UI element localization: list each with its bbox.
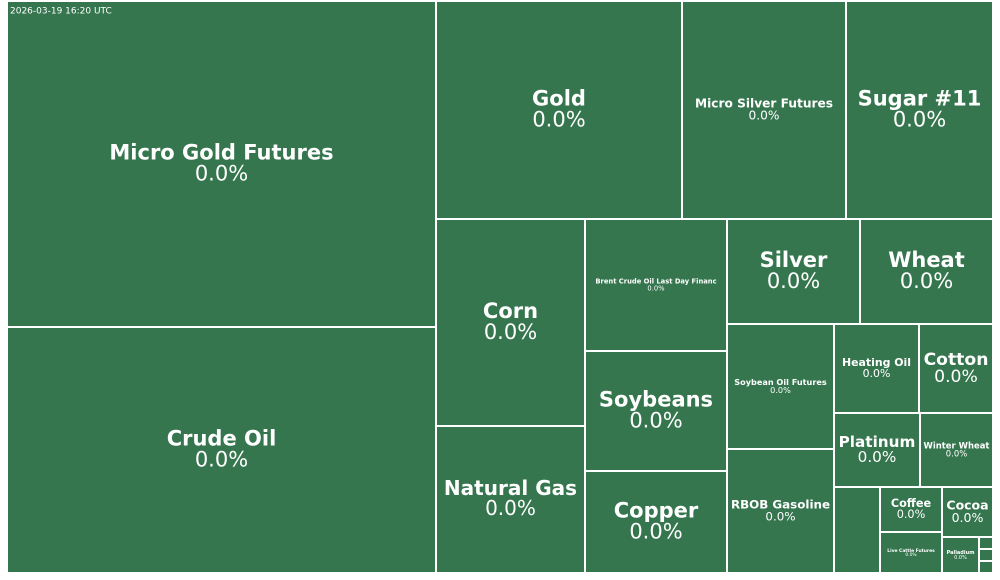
tile — [941, 486, 994, 538]
tile-change: 0.0% — [749, 109, 780, 123]
tile-label: Micro Silver Futures — [695, 96, 833, 110]
tile — [6, 0, 437, 328]
tile — [6, 326, 437, 574]
tile — [833, 486, 881, 574]
tile — [584, 350, 728, 472]
tile-label: Cocoa — [946, 497, 988, 512]
tile-change: 0.0% — [485, 496, 536, 520]
tile-change: 0.0% — [897, 508, 926, 521]
tile-label: Live Cattle Futures — [887, 548, 935, 554]
tile-label: Soybeans — [599, 388, 713, 412]
tile-change: 0.0% — [863, 367, 891, 380]
tile — [978, 548, 994, 562]
tile — [978, 536, 994, 550]
tile-change: 0.0% — [900, 269, 953, 293]
tile-change: 0.0% — [934, 367, 978, 387]
tile-change: 0.0% — [767, 269, 820, 293]
tile-label: Palladium — [947, 550, 975, 556]
tile-label: Copper — [614, 499, 699, 523]
tile-label: Soybean Oil Futures — [734, 377, 827, 387]
tile-label: RBOB Gasoline — [731, 498, 830, 512]
tile — [879, 486, 943, 533]
tile-label: Winter Wheat — [924, 440, 990, 450]
tile — [978, 560, 994, 574]
tile-change: 0.0% — [195, 448, 248, 472]
tile — [726, 218, 861, 325]
tile-change: 0.0% — [893, 108, 946, 132]
tile-change: 0.0% — [195, 162, 248, 186]
tile-change: 0.0% — [954, 555, 967, 561]
tile-change: 0.0% — [484, 320, 537, 344]
tile-change: 0.0% — [647, 284, 665, 292]
tile-change: 0.0% — [629, 520, 682, 544]
tile — [584, 218, 728, 352]
tile-label: Crude Oil — [167, 427, 277, 451]
tile-label: Cotton — [924, 350, 989, 370]
tile-label: Brent Crude Oil Last Day Financ — [595, 278, 716, 286]
tile-label: Natural Gas — [444, 476, 577, 500]
tile — [435, 425, 586, 574]
tile-change: 0.0% — [952, 510, 984, 525]
tile-change: 0.0% — [629, 409, 682, 433]
tile-label: Corn — [483, 299, 538, 323]
tile-label: Silver — [760, 248, 828, 272]
tile-change: 0.0% — [765, 509, 795, 523]
tile — [859, 218, 994, 325]
timestamp: 2026-03-19 16:20 UTC — [10, 7, 112, 17]
tile-label: Micro Gold Futures — [109, 141, 333, 165]
tile — [726, 448, 835, 574]
tile-label: Wheat — [888, 248, 965, 272]
tile — [435, 0, 683, 220]
tile — [584, 470, 728, 574]
tile-label: Platinum — [839, 433, 916, 451]
tile-change: 0.0% — [858, 448, 897, 466]
tile-change: 0.0% — [946, 449, 967, 459]
tile — [919, 412, 994, 488]
tile-label: Heating Oil — [842, 356, 911, 369]
tile — [845, 0, 994, 220]
tile-label: Gold — [532, 87, 586, 111]
tile-change: 0.0% — [770, 385, 791, 395]
tile-label: Sugar #11 — [858, 87, 982, 111]
tile-label: Coffee — [891, 497, 932, 510]
tile — [918, 323, 994, 414]
tile-change: 0.0% — [905, 552, 916, 558]
tile-change: 0.0% — [532, 108, 585, 132]
